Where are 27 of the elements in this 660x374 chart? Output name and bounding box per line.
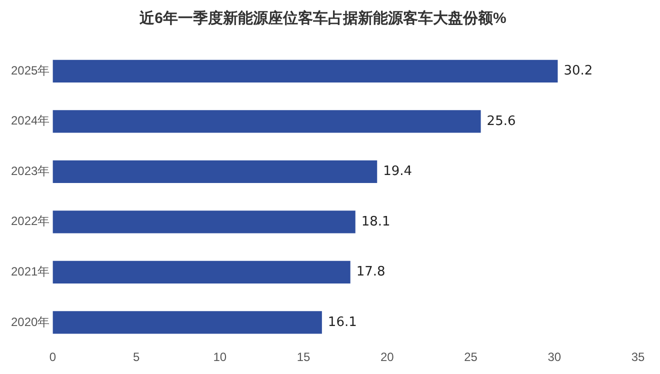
x-tick-label: 15 [296,350,311,364]
x-tick-label: 5 [132,350,140,364]
bar [52,110,481,133]
data-label: 25.6 [486,114,516,129]
x-tick-label: 30 [548,350,562,364]
bar [52,311,322,334]
x-tick-label: 35 [631,350,645,364]
y-tick-label: 2023年 [10,164,50,178]
y-tick-label: 2022年 [10,214,50,228]
y-tick-label: 2021年 [10,264,50,279]
bar [52,160,378,183]
data-label: 19.4 [383,164,412,180]
data-label: 30.2 [564,64,593,79]
x-tick-label: 25 [464,350,478,364]
y-tick-label: 2020年 [10,314,50,329]
y-tick-label: 2024年 [10,114,50,128]
data-label: 17.8 [356,264,386,280]
y-tick-label: 2025年 [10,63,50,78]
x-tick-label: 10 [213,350,227,364]
bar [52,60,558,82]
chart-title: 近6年一季度新能源座位客车占据新能源客车大盘份额% [138,9,506,28]
bar [52,260,350,284]
bar [52,210,356,234]
data-label: 16.1 [328,314,357,330]
data-label: 18.1 [361,214,390,230]
x-tick-label: 20 [380,350,394,364]
x-tick-label: 0 [49,350,56,364]
